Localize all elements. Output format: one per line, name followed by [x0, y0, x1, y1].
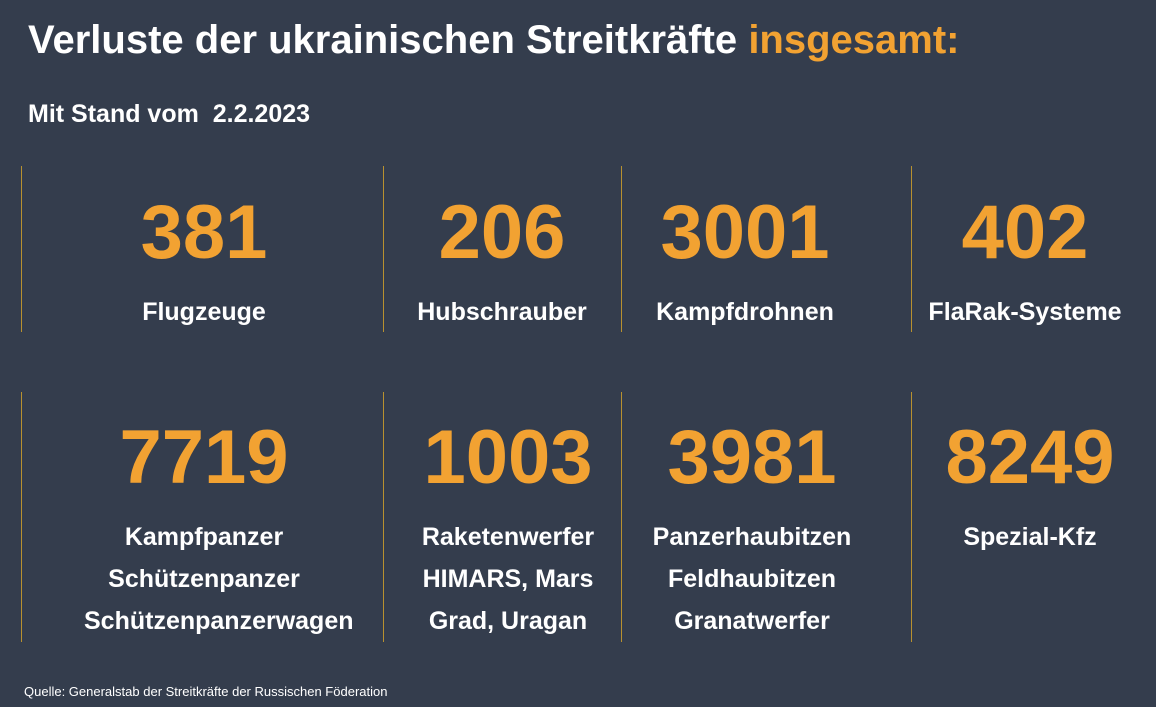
- stat-label-line: Schützenpanzer: [108, 565, 300, 593]
- stat-label-line: Flugzeuge: [142, 298, 266, 326]
- divider-line: [383, 166, 384, 332]
- stat-panzer: 7719 Kampfpanzer Schützenpanzer Schützen…: [84, 415, 354, 640]
- stat-label: Panzerhaubitzen Feldhaubitzen Granatwerf…: [632, 516, 872, 642]
- page-title: Verluste der ukrainischen Streitkräfte i…: [28, 18, 959, 63]
- title-accent: insgesamt:: [748, 18, 960, 62]
- divider-line: [621, 166, 622, 332]
- stat-label: Flugzeuge: [84, 291, 324, 333]
- stat-label-line: HIMARS, Mars: [422, 565, 594, 593]
- stat-value: 8249: [945, 415, 1115, 500]
- stat-label: Kampfdrohnen: [625, 291, 865, 333]
- stat-haubitzen: 3981 Panzerhaubitzen Feldhaubitzen Grana…: [652, 420, 852, 640]
- stat-kampfdrohnen: 3001 Kampfdrohnen: [645, 195, 845, 335]
- stat-label: Kampfpanzer Schützenpanzer Schützenpanze…: [84, 516, 354, 642]
- stat-value: 1003: [423, 415, 593, 500]
- stat-hubschrauber: 206 Hubschrauber: [402, 195, 602, 335]
- divider-line: [21, 166, 22, 332]
- stat-label: Hubschrauber: [382, 291, 622, 333]
- divider-line: [21, 392, 22, 642]
- stat-value: 206: [438, 190, 566, 275]
- stat-label-line: Schützenpanzerwagen: [84, 607, 354, 635]
- stat-label-line: Feldhaubitzen: [667, 565, 837, 593]
- source-note: Quelle: Generalstab der Streitkräfte der…: [24, 684, 388, 699]
- stat-raketenwerfer: 1003 Raketenwerfer HIMARS, Mars Grad, Ur…: [408, 420, 608, 640]
- stat-label-line: Spezial-Kfz: [963, 523, 1097, 551]
- date-subtitle: Mit Stand vom 2.2.2023: [28, 100, 311, 128]
- stat-label-line: Hubschrauber: [417, 298, 587, 326]
- stat-value: 381: [140, 190, 268, 275]
- stat-flugzeuge: 381 Flugzeuge: [104, 195, 304, 335]
- stat-spezial-kfz: 8249 Spezial-Kfz: [930, 420, 1130, 560]
- title-main: Verluste der ukrainischen Streitkräfte: [28, 18, 738, 62]
- stat-label: Spezial-Kfz: [910, 516, 1150, 558]
- stat-label: Raketenwerfer HIMARS, Mars Grad, Uragan: [388, 516, 628, 642]
- divider-line: [911, 392, 912, 642]
- divider-line: [383, 392, 384, 642]
- stat-label-line: Kampfdrohnen: [656, 298, 834, 326]
- stat-label-line: Grad, Uragan: [428, 607, 588, 635]
- stat-value: 3981: [667, 415, 837, 500]
- divider-line: [911, 166, 912, 332]
- stat-value: 402: [961, 190, 1089, 275]
- divider-line: [621, 392, 622, 642]
- stat-label-line: Granatwerfer: [674, 607, 830, 635]
- stat-value: 3001: [660, 190, 830, 275]
- stat-label-line: Raketenwerfer: [421, 523, 595, 551]
- stat-label-line: Panzerhaubitzen: [652, 523, 852, 551]
- stat-value: 7719: [119, 415, 289, 500]
- stat-flarak-systeme: 402 FlaRak-Systeme: [925, 195, 1125, 335]
- stat-label-line: FlaRak-Systeme: [928, 298, 1122, 326]
- stat-label-line: Kampfpanzer: [124, 523, 284, 551]
- stat-label: FlaRak-Systeme: [905, 291, 1145, 333]
